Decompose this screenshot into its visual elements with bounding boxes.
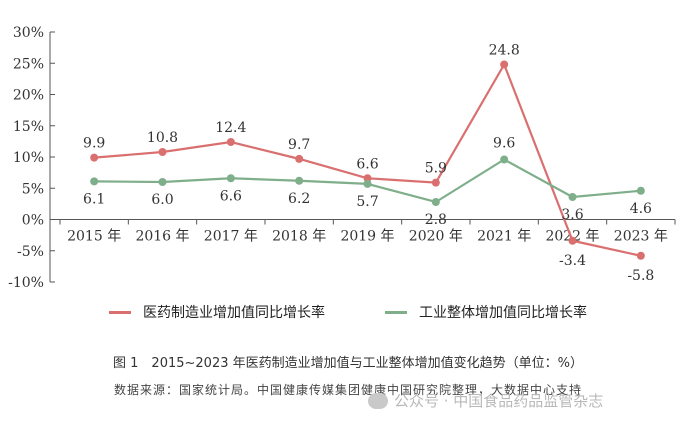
data-label-pharma: -3.4 <box>559 253 586 269</box>
data-label-industry: 6.6 <box>220 188 242 204</box>
x-tick-label: 2021 年 <box>477 229 531 245</box>
data-label-industry: 6.0 <box>151 192 173 208</box>
data-point-industry <box>568 193 577 201</box>
series-layer: 9.9 10.8 12.4 9.7 6.6 5.9 24.8 -3.4 -5.8 6.1 6.0 6.… <box>83 43 654 284</box>
y-tick-label: -10% <box>8 275 44 291</box>
legend-item-pharma: 医药制造业增加值同比增长率 <box>109 302 325 322</box>
data-label-industry: 6.1 <box>83 191 105 207</box>
watermark-text: 公众号 · 中国食品药品监管杂志 <box>394 392 604 410</box>
y-tick-label: 20% <box>13 88 44 104</box>
data-label-industry: 2.8 <box>425 212 447 228</box>
legend-swatch-pharma <box>109 310 131 314</box>
source-note: 数据来源：国家统计局。中国健康传媒集团健康中国研究院整理，大数据中心支持 <box>113 383 582 397</box>
data-point-industry <box>431 198 440 206</box>
data-label-pharma: -5.8 <box>627 268 654 284</box>
x-tick-label: 2015 年 <box>67 229 121 245</box>
wechat-icon <box>368 392 388 409</box>
data-point-industry <box>295 176 304 185</box>
data-point-industry <box>363 179 372 188</box>
x-tick-label: 2020 年 <box>409 229 463 245</box>
data-label-pharma: 12.4 <box>215 120 246 136</box>
data-point-industry <box>636 186 645 195</box>
data-label-pharma: 5.9 <box>425 161 447 177</box>
data-label-pharma: 24.8 <box>489 43 520 59</box>
x-tick-label: 2022 年 <box>545 229 599 245</box>
data-label-industry: 5.7 <box>356 194 378 210</box>
data-label-industry: 9.6 <box>493 136 515 152</box>
data-point-pharma <box>158 148 167 156</box>
x-tick-label: 2018 年 <box>272 229 326 245</box>
x-tick-label: 2023 年 <box>614 229 668 245</box>
data-label-industry: 4.6 <box>630 201 652 217</box>
y-tick-label: 15% <box>13 119 44 135</box>
data-point-industry <box>226 174 235 183</box>
data-label-pharma: 6.6 <box>356 156 378 172</box>
data-point-industry <box>158 178 167 186</box>
data-point-pharma <box>636 251 645 260</box>
data-point-pharma <box>90 153 99 162</box>
x-axis: 2015 年 2016 年 2017 年 2018 年 2019 年 2020 年 2021… <box>50 219 676 245</box>
y-tick-label: 30% <box>13 25 44 41</box>
y-axis: 30% 25% 20% 15% 10% 5% 0% -5% -10% <box>8 25 55 291</box>
data-label-pharma: 9.7 <box>288 137 310 153</box>
figure-caption: 图 1 2015~2023 年医药制造业增加值与工业整体增加值变化趋势（单位：%… <box>113 356 583 371</box>
data-point-pharma <box>295 154 304 163</box>
data-point-industry <box>90 177 99 186</box>
y-tick-label: 10% <box>13 150 44 166</box>
data-label-pharma: 10.8 <box>147 130 178 146</box>
watermark: 公众号 · 中国食品药品监管杂志 <box>368 390 603 411</box>
y-tick-label: -5% <box>17 244 44 260</box>
data-point-pharma <box>226 138 235 146</box>
legend-label-industry: 工业整体增加值同比增长率 <box>419 305 587 321</box>
x-tick-label: 2017 年 <box>204 229 258 245</box>
legend-item-industry: 工业整体增加值同比增长率 <box>385 302 587 322</box>
x-tick-label: 2019 年 <box>340 229 394 245</box>
data-point-pharma <box>500 60 509 69</box>
y-tick-label: 5% <box>22 181 44 197</box>
data-label-pharma: 9.9 <box>83 136 105 152</box>
legend-swatch-industry <box>385 310 407 314</box>
legend: 医药制造业增加值同比增长率 工业整体增加值同比增长率 <box>0 300 696 324</box>
data-point-pharma <box>363 174 372 183</box>
x-tick-label: 2016 年 <box>135 229 189 245</box>
y-tick-label: 25% <box>13 56 44 72</box>
data-label-industry: 6.2 <box>288 191 310 207</box>
legend-label-pharma: 医药制造业增加值同比增长率 <box>143 305 325 321</box>
y-tick-label: 0% <box>22 213 44 229</box>
data-point-pharma <box>568 236 577 245</box>
data-point-industry <box>500 155 509 164</box>
data-point-pharma <box>431 178 440 187</box>
data-label-industry: 3.6 <box>561 207 583 223</box>
